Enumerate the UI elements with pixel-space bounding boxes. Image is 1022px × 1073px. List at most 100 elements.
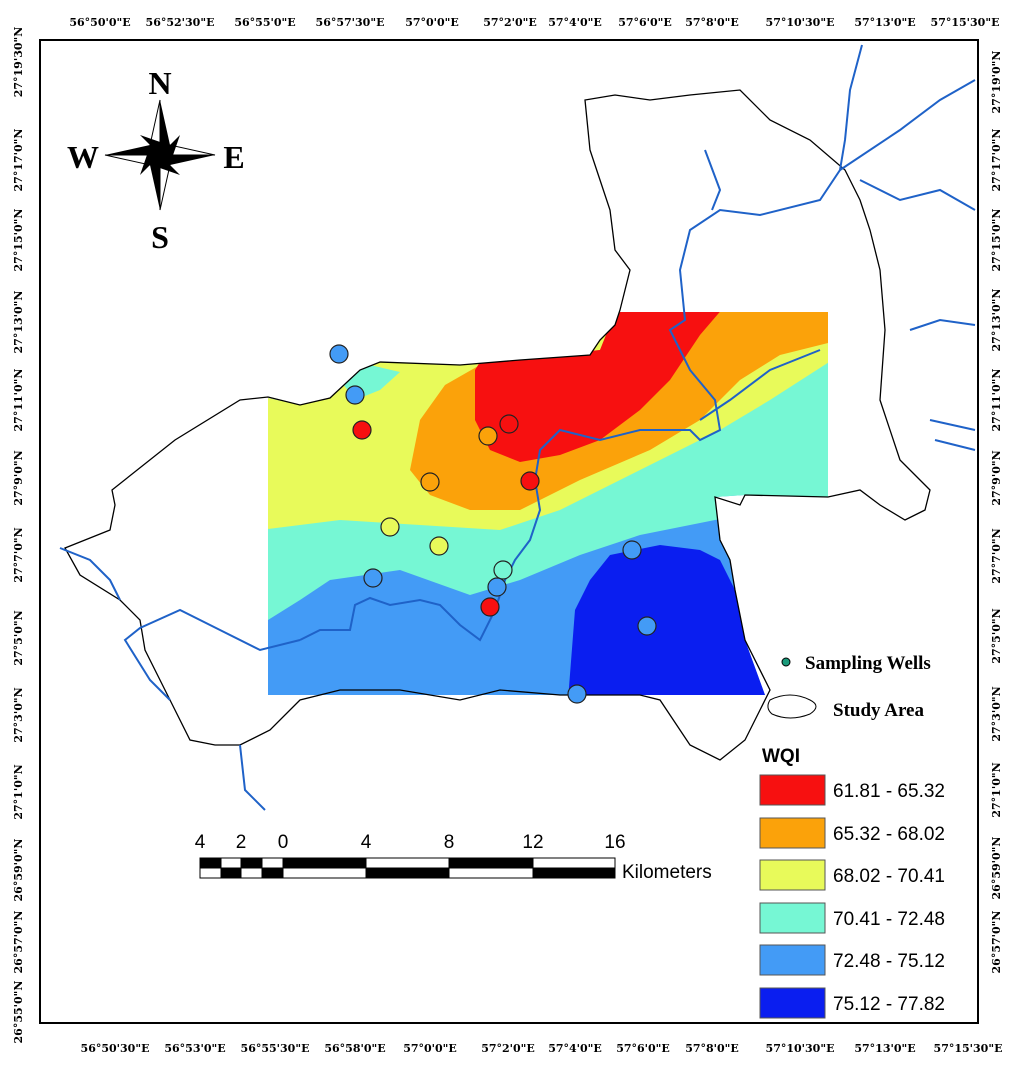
coord-label: 57°4'0"E	[548, 16, 602, 29]
sampling-well	[520, 471, 540, 491]
coord-label: 57°6'0"E	[618, 16, 672, 29]
compass-rose	[104, 99, 216, 211]
study-area-boundary	[64, 89, 931, 761]
sampling-well	[493, 560, 513, 580]
coord-label: 56°50'0"E	[69, 16, 130, 29]
coord-label: 27°7'0"N	[12, 527, 25, 582]
sampling-well	[380, 517, 400, 537]
legend-title: WQI	[762, 746, 800, 767]
coord-label: 27°5'0"N	[12, 610, 25, 665]
coord-label: 56°57'30"E	[316, 16, 385, 29]
scale-segment	[282, 857, 367, 869]
sampling-well	[622, 540, 642, 560]
legend-swatch	[759, 987, 826, 1019]
scale-unit: Kilometers	[622, 862, 712, 883]
legend-swatch	[759, 859, 826, 891]
compass-e: E	[223, 139, 244, 175]
sampling-well	[352, 420, 372, 440]
compass-n: N	[148, 65, 171, 101]
coord-label: 57°0'0"E	[405, 16, 459, 29]
coord-label: 57°8'0"E	[685, 1042, 739, 1055]
legend-swatch	[759, 902, 826, 934]
coord-label: 27°19'30"N	[12, 27, 25, 98]
coord-label: 27°13'0"N	[12, 291, 25, 354]
legend-swatch	[759, 774, 826, 806]
coord-label: 56°55'0"E	[234, 16, 295, 29]
study-area-label: Study Area	[833, 700, 924, 721]
legend-label: 72.48 - 75.12	[833, 951, 945, 972]
scale-segment	[448, 857, 534, 869]
scale-label: 4	[195, 832, 206, 853]
study-area-symbol	[767, 694, 817, 719]
compass-w: W	[67, 139, 99, 175]
sampling-well	[420, 472, 440, 492]
coord-label: 27°11'0"N	[12, 369, 25, 432]
legend-label: 65.32 - 68.02	[833, 824, 945, 845]
legend-label: 70.41 - 72.48	[833, 909, 945, 930]
coord-label: 56°52'30"E	[146, 16, 215, 29]
coord-label: 56°50'30"E	[81, 1042, 150, 1055]
coord-label: 27°1'0"N	[990, 762, 1003, 817]
scale-segment	[532, 857, 616, 869]
scale-segment	[261, 867, 284, 879]
scale-segment	[220, 857, 242, 869]
coord-label: 57°10'30"E	[766, 16, 835, 29]
scale-label: 16	[604, 832, 625, 853]
coord-label: 27°15'0"N	[12, 209, 25, 272]
coord-label: 26°57'0"N	[990, 911, 1003, 974]
scale-label: 12	[522, 832, 543, 853]
scale-label: 8	[444, 832, 455, 853]
legend-swatch	[759, 817, 826, 849]
sampling-well	[363, 568, 383, 588]
coord-label: 27°17'0"N	[990, 129, 1003, 192]
coord-label: 27°3'0"N	[12, 687, 25, 742]
scale-segment	[365, 867, 450, 879]
scale-segment	[365, 857, 450, 869]
coord-label: 27°13'0"N	[990, 289, 1003, 352]
coord-label: 57°4'0"E	[548, 1042, 602, 1055]
coord-label: 26°55'0"N	[12, 981, 25, 1044]
coord-label: 27°7'0"N	[990, 528, 1003, 583]
sampling-well	[499, 414, 519, 434]
sampling-well	[637, 616, 657, 636]
coord-label: 57°6'0"E	[616, 1042, 670, 1055]
wqi-zone	[475, 312, 730, 462]
coord-label: 57°13'0"E	[854, 16, 915, 29]
coord-label: 57°15'30"E	[934, 1042, 1003, 1055]
wells-symbol	[781, 657, 791, 667]
scale-label: 2	[236, 832, 247, 853]
legend-label: 61.81 - 65.32	[833, 781, 945, 802]
sampling-well	[345, 385, 365, 405]
sampling-well	[480, 597, 500, 617]
wqi-surface	[268, 312, 828, 695]
coord-label: 27°9'0"N	[990, 450, 1003, 505]
compass-s: S	[151, 219, 169, 255]
coord-label: 57°10'30"E	[766, 1042, 835, 1055]
scale-label: 0	[278, 832, 289, 853]
coord-label: 27°17'0"N	[12, 129, 25, 192]
coord-label: 27°15'0"N	[990, 209, 1003, 272]
rivers	[59, 44, 976, 811]
scale-segment	[240, 857, 263, 869]
scale-segment	[240, 867, 263, 879]
sampling-well	[329, 344, 349, 364]
coord-label: 27°5'0"N	[990, 608, 1003, 663]
coord-label: 57°2'0"E	[483, 16, 537, 29]
coord-label: 57°13'0"E	[854, 1042, 915, 1055]
coord-label: 26°57'0"N	[12, 911, 25, 974]
scale-segment	[261, 857, 284, 869]
scale-segment	[220, 867, 242, 879]
sampling-well	[567, 684, 587, 704]
coord-label: 56°53'0"E	[164, 1042, 225, 1055]
wqi-zone	[568, 545, 770, 695]
sampling-well	[487, 577, 507, 597]
coord-label: 57°15'30"E	[931, 16, 1000, 29]
scale-segment	[199, 867, 222, 879]
scale-segment	[448, 867, 534, 879]
scale-segment	[532, 867, 616, 879]
coord-label: 57°2'0"E	[481, 1042, 535, 1055]
sampling-well	[478, 426, 498, 446]
coord-label: 27°3'0"N	[990, 686, 1003, 741]
coord-label: 26°59'0"N	[990, 837, 1003, 900]
legend-swatch	[759, 944, 826, 976]
